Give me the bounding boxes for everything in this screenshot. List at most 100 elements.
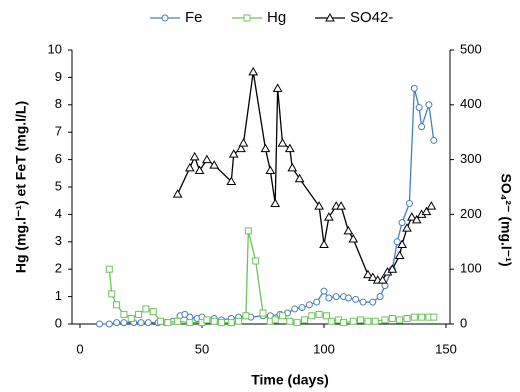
marker [120, 310, 128, 318]
marker [210, 317, 218, 325]
legend-label: Fe [185, 9, 203, 26]
marker [315, 310, 323, 318]
marker [349, 317, 357, 325]
marker [105, 320, 113, 328]
marker [377, 275, 388, 284]
marker [314, 201, 324, 210]
y-tick-label: 10 [48, 41, 62, 56]
y2-tick-label: 300 [460, 151, 482, 166]
marker [294, 173, 305, 183]
marker [203, 316, 211, 324]
marker [298, 304, 306, 312]
marker [287, 162, 298, 172]
marker [313, 298, 321, 306]
y2-tick-label: 200 [460, 206, 482, 221]
marker [161, 14, 169, 22]
marker [228, 149, 239, 158]
marker [272, 83, 283, 92]
marker [381, 316, 389, 324]
legend-label: SO42- [350, 9, 393, 26]
marker [394, 250, 405, 259]
x-tick-label: 100 [313, 341, 335, 356]
marker [127, 315, 135, 323]
marker [259, 309, 267, 317]
marker [410, 84, 418, 92]
marker [336, 201, 346, 210]
marker [388, 315, 396, 323]
y-tick-label: 5 [55, 178, 62, 193]
marker [430, 313, 438, 321]
marker [387, 264, 398, 273]
marker [325, 294, 333, 302]
x-tick-label: 50 [195, 341, 209, 356]
marker [344, 294, 352, 302]
y-tick-label: 0 [55, 315, 62, 330]
marker [142, 305, 150, 313]
y-tick-label: 4 [55, 206, 62, 221]
marker [235, 317, 243, 325]
marker [226, 176, 237, 186]
x-tick-label: 150 [435, 341, 457, 356]
marker [367, 272, 378, 281]
marker [248, 66, 259, 76]
marker [96, 320, 104, 328]
marker [209, 160, 220, 169]
marker [376, 293, 384, 301]
marker [172, 189, 183, 198]
marker [322, 312, 330, 320]
marker [279, 312, 287, 320]
marker [238, 138, 249, 147]
marker [418, 123, 426, 131]
marker [308, 312, 316, 320]
marker [108, 290, 116, 298]
y-tick-label: 6 [55, 151, 62, 166]
marker [343, 225, 354, 235]
marker [359, 298, 367, 306]
y-tick-label: 7 [55, 124, 62, 139]
marker [137, 319, 145, 327]
marker [406, 212, 417, 221]
marker [305, 301, 313, 309]
marker [242, 312, 250, 320]
marker [291, 305, 299, 313]
marker [105, 265, 113, 273]
marker [415, 104, 423, 112]
marker [332, 293, 340, 301]
marker [218, 319, 226, 327]
marker [403, 315, 411, 323]
marker [324, 212, 334, 221]
y2-tick-label: 400 [460, 96, 482, 111]
marker [202, 154, 212, 164]
marker [270, 198, 281, 207]
marker [186, 319, 194, 327]
marker [189, 151, 200, 161]
y-tick-label: 3 [55, 233, 62, 248]
marker [236, 143, 246, 153]
marker [320, 287, 328, 295]
marker [357, 316, 365, 324]
marker [340, 319, 348, 327]
marker [371, 317, 379, 325]
marker [277, 138, 288, 147]
marker [286, 317, 294, 325]
marker [411, 214, 422, 224]
x-axis-label: Time (days) [251, 372, 329, 388]
marker [319, 239, 329, 249]
marker [398, 219, 406, 227]
legend-label: Hg [267, 9, 286, 26]
y2-tick-label: 500 [460, 41, 482, 56]
marker [369, 298, 377, 306]
marker [293, 319, 301, 327]
marker [243, 14, 251, 22]
y-tick-label: 2 [55, 261, 62, 276]
marker [397, 239, 407, 249]
marker [352, 295, 360, 303]
marker [426, 201, 437, 210]
marker [325, 12, 335, 22]
marker [113, 319, 121, 327]
y-tick-label: 9 [55, 69, 62, 84]
marker [244, 227, 252, 235]
marker [327, 317, 335, 325]
y2-tick-label: 0 [460, 315, 467, 330]
marker [260, 143, 271, 153]
